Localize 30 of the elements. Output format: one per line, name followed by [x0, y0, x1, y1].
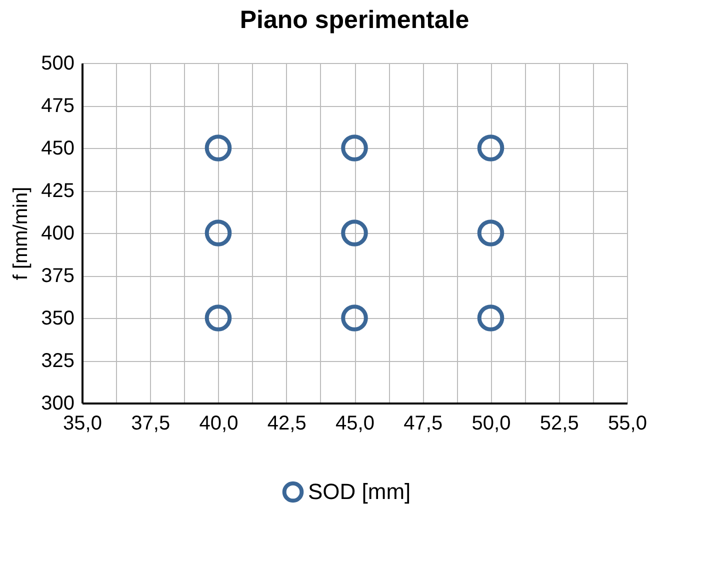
x-tick-label: 47,5 [404, 412, 443, 434]
y-axis-title: f [mm/min] [10, 186, 32, 280]
point [204, 304, 232, 332]
point [204, 220, 232, 246]
y-tick-label: 400 [41, 222, 74, 244]
y-tick-label: 450 [41, 138, 74, 160]
x-tick-label: 52,5 [540, 412, 579, 434]
x-tick-label: 55,0 [608, 412, 647, 434]
x-tick-label: 50,0 [472, 412, 511, 434]
point [341, 220, 368, 246]
point [477, 304, 504, 332]
x-tick-label: 42,5 [267, 412, 306, 434]
x-tick-label: 35,0 [63, 412, 102, 434]
x-tick-label: 37,5 [131, 412, 170, 434]
legend-label: SOD [mm] [308, 479, 411, 504]
point [341, 134, 368, 162]
y-tick-label: 425 [41, 180, 74, 202]
y-tick-label: 375 [41, 265, 74, 287]
y-tick-label: 325 [41, 350, 74, 372]
y-tick-label: 475 [41, 95, 74, 117]
point [341, 304, 368, 332]
y-tick-label: 350 [41, 308, 74, 330]
x-tick-label: 40,0 [199, 412, 238, 434]
x-tick-label: 45,0 [336, 412, 374, 434]
point [477, 220, 504, 246]
point [477, 134, 504, 162]
chart-title: Piano sperimentale [240, 6, 470, 34]
point [204, 134, 232, 162]
y-tick-label: 300 [41, 392, 74, 414]
y-tick-label: 500 [41, 52, 74, 74]
